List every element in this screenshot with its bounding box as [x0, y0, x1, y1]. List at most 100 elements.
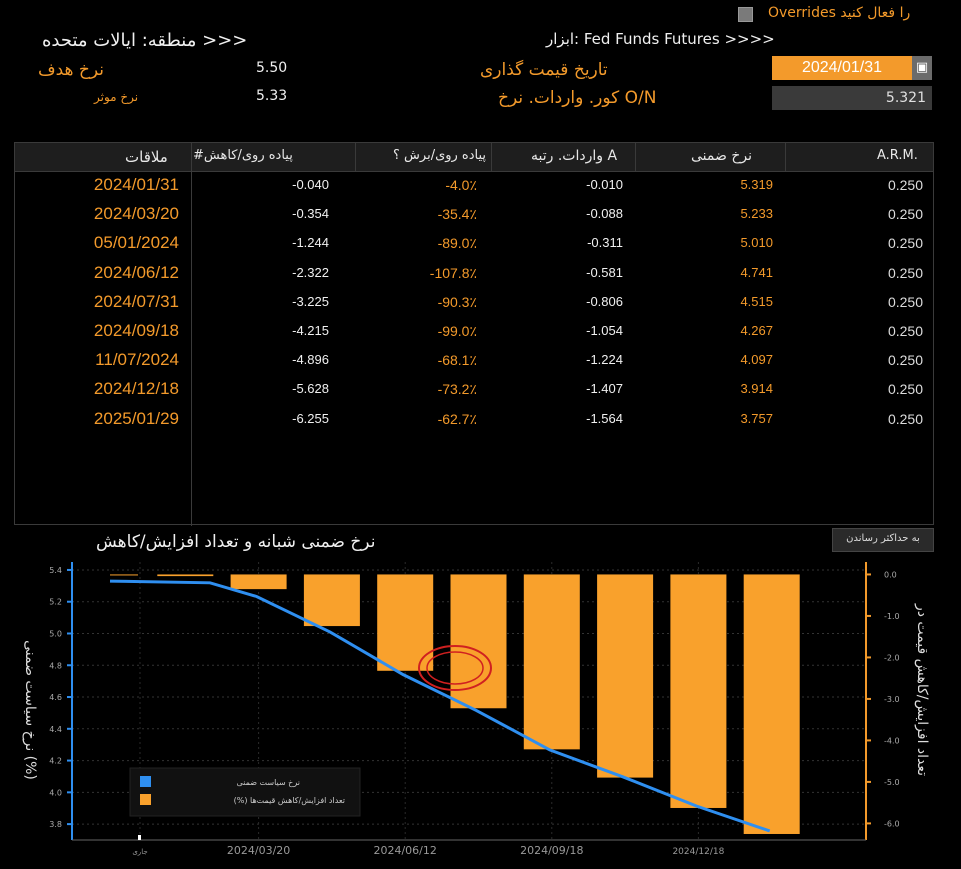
table-row[interactable]: 2024/07/31 -3.225 -90.3٪ -0.806 4.515 0.250: [15, 290, 933, 319]
meetings-table: ملاقات #پیاده روی/کاهش پیاده روی/برش ؟ و…: [14, 142, 934, 526]
col-header-hikes[interactable]: #پیاده روی/کاهش: [193, 148, 293, 163]
legend-hikes-label: (%) تعداد افزایش/کاهش قیمت‌ها: [234, 796, 345, 805]
left-tick-label: 4.6: [49, 693, 62, 702]
x-tick-label: 2024/06/12: [373, 844, 436, 857]
meeting-date: 05/01/2024: [93, 233, 179, 253]
implied-rate-cell: 5.010: [740, 235, 773, 251]
pct-cell: -90.3٪: [437, 293, 477, 310]
column-divider: [635, 143, 636, 171]
right-tick-label: -6.0: [884, 819, 900, 828]
table-row[interactable]: 2024/03/20 -0.354 -35.4٪ -0.088 5.233 0.250: [15, 202, 933, 231]
overrides-checkbox[interactable]: [738, 7, 753, 22]
watermark-logo: [426, 651, 484, 685]
arm-cell: 0.250: [887, 235, 923, 252]
hikes-cell: -0.040: [292, 177, 329, 192]
rate-chart: 5.4 5.2 5.0 4.8 4.6 4.4 4.2 4.0 3.8 0.0 -1.0 -2.0 -3…: [22, 562, 930, 857]
table-header: [15, 143, 933, 172]
hike-bar: [377, 574, 434, 671]
target-rate-label: نرخ هدف: [38, 60, 104, 80]
right-tick-label: -3.0: [884, 695, 900, 704]
implied-rate-cell: 4.097: [740, 352, 773, 368]
arm-cell: 0.250: [887, 381, 923, 398]
table-row[interactable]: 2024/12/18 -5.628 -73.2٪ -1.407 3.914 0.250: [15, 377, 933, 406]
table-row[interactable]: 2025/01/29 -6.255 -62.7٪ -1.564 3.757 0.250: [15, 407, 933, 436]
meeting-date: 2024/06/12: [93, 262, 179, 282]
target-rate-value: 5.50: [256, 60, 288, 76]
table-row[interactable]: 05/01/2024 -1.244 -89.0٪ -0.311 5.010 0.250: [15, 231, 933, 260]
column-divider: [355, 143, 356, 171]
legend-implied-label: نرخ سیاست ضمنی: [236, 778, 300, 787]
col-header-pct[interactable]: پیاده روی/برش ؟: [393, 148, 487, 163]
hikes-cell: -3.225: [292, 293, 329, 309]
table-row[interactable]: 2024/09/18 -4.215 -99.0٪ -1.054 4.267 0.250: [15, 319, 933, 348]
right-tick-label: 0.0: [884, 570, 897, 579]
imp-delta-cell: -0.806: [586, 293, 623, 309]
effective-rate-value: 5.33: [256, 88, 288, 104]
x-tick-label: 2024/12/18: [672, 847, 724, 857]
right-tick-label: -2.0: [884, 653, 900, 662]
meeting-date: 2024/01/31: [93, 175, 179, 194]
imp-delta-cell: -1.054: [586, 323, 623, 338]
hike-bar: [743, 574, 800, 834]
x-tick-label: 2024/09/18: [520, 844, 583, 857]
x-tick-label: 2024/03/20: [227, 844, 290, 857]
table-row[interactable]: 2024/01/31 -0.040 -4.0٪ -0.010 5.319 0.250: [15, 173, 933, 202]
calendar-icon: ▣: [915, 60, 929, 75]
right-tick-label: -5.0: [884, 778, 900, 787]
pct-cell: -107.8٪: [429, 264, 477, 281]
implied-rate-cell: 4.741: [740, 264, 773, 280]
arm-cell: 0.250: [887, 264, 923, 281]
maximize-button[interactable]: به حداکثر رساندن: [832, 528, 934, 552]
pct-cell: -73.2٪: [437, 381, 477, 398]
col-header-arm[interactable]: A.R.M.: [877, 148, 918, 163]
arm-cell: 0.250: [887, 293, 923, 310]
right-tick-label: -4.0: [884, 736, 900, 745]
hikes-cell: -1.244: [292, 235, 329, 251]
hikes-cell: -5.628: [292, 381, 329, 397]
watermark-logo: [418, 645, 492, 691]
effective-rate-label: نرخ موثر: [94, 90, 139, 104]
left-tick-label: 5.4: [49, 566, 62, 575]
pct-cell: -62.7٪: [437, 410, 477, 427]
left-tick-label: 5.0: [49, 629, 62, 638]
imp-delta-cell: -0.581: [586, 264, 623, 280]
region-selector[interactable]: منطقه: ایالات متحده >>>: [42, 30, 248, 51]
imp-delta-cell: -0.088: [586, 206, 623, 222]
arm-cell: 0.250: [887, 352, 923, 369]
meeting-date: 11/07/2024: [95, 350, 179, 370]
meeting-date: 2024/03/20: [93, 204, 179, 224]
implied-rate-cell: 3.914: [740, 381, 773, 397]
implied-rate-cell: 3.757: [740, 410, 773, 426]
meeting-date: 2024/07/31: [93, 291, 179, 311]
table-row[interactable]: 11/07/2024 -4.896 -68.1٪ -1.224 4.097 0.250: [15, 348, 933, 377]
arm-cell: 0.250: [887, 323, 923, 339]
col-header-implied[interactable]: نرخ ضمنی: [691, 148, 752, 164]
pct-cell: -89.0٪: [437, 235, 477, 252]
on-rate-input[interactable]: 5.321: [772, 86, 932, 110]
current-marker: [138, 835, 141, 840]
pricing-date-label: تاریخ قیمت گذاری: [480, 60, 608, 80]
left-tick-label: 5.2: [49, 598, 62, 607]
hike-bar: [523, 574, 580, 750]
pricing-date-input[interactable]: 2024/01/31: [772, 56, 912, 80]
hike-bar: [110, 574, 138, 576]
calendar-button[interactable]: ▣: [912, 56, 932, 80]
imp-delta-cell: -1.407: [586, 381, 623, 397]
col-header-meeting[interactable]: ملاقات: [125, 148, 168, 166]
implied-rate-line: [109, 579, 771, 833]
implied-rate-cell: 5.319: [740, 177, 773, 192]
instrument-selector[interactable]: ابزار: Fed Funds Futures >>>>: [546, 30, 775, 48]
hike-bar: [303, 574, 360, 627]
imp-delta-cell: -0.311: [587, 235, 623, 251]
arm-cell: 0.250: [887, 206, 923, 223]
left-tick-label: 4.4: [49, 725, 62, 734]
chart-title: نرخ ضمنی شبانه و تعداد افزایش/کاهش: [96, 532, 376, 552]
arm-cell: 0.250: [887, 410, 923, 427]
pct-cell: -35.4٪: [437, 206, 477, 223]
hikes-cell: -6.255: [292, 410, 329, 426]
table-row[interactable]: 2024/06/12 -2.322 -107.8٪ -0.581 4.741 0.250: [15, 261, 933, 290]
col-header-imp-delta[interactable]: واردات. رتبه A: [531, 148, 618, 164]
hikes-cell: -4.215: [292, 323, 329, 338]
imp-delta-cell: -1.564: [586, 410, 623, 426]
hike-bar: [157, 574, 214, 577]
